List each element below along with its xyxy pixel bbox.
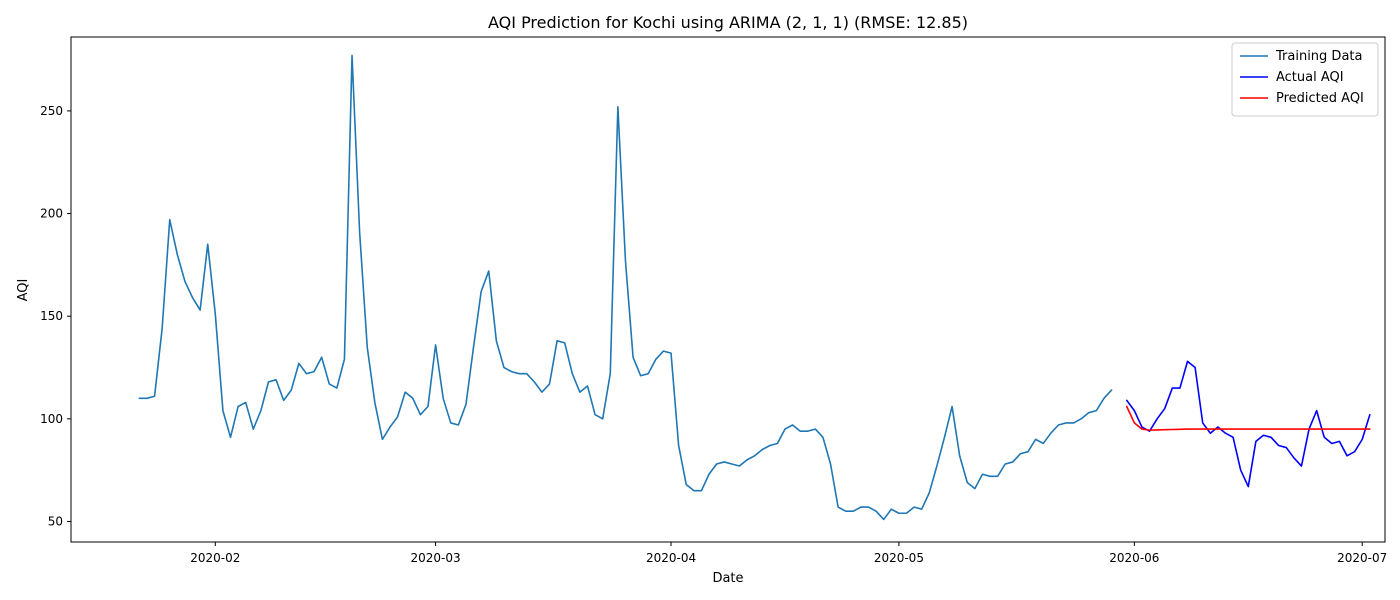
y-axis-label: AQI (16, 279, 31, 302)
plot-lines (138, 54, 1371, 521)
y-tick-label: 100 (40, 412, 63, 426)
y-axis: 50 100 150 200 250 (40, 104, 71, 528)
y-tick-label: 250 (40, 104, 63, 118)
y-tick-label: 150 (40, 309, 63, 323)
x-tick-label: 2020-07 (1337, 551, 1387, 565)
legend-label: Training Data (1275, 49, 1362, 64)
legend-label: Actual AQI (1276, 70, 1344, 85)
x-axis: 2020-02 2020-03 2020-04 2020-05 2020-06 2020-… (190, 542, 1387, 565)
series-line-training-data (138, 54, 1113, 521)
x-axis-label: Date (712, 571, 743, 586)
y-tick-label: 50 (48, 514, 63, 528)
x-tick-label: 2020-04 (646, 551, 696, 565)
x-tick-label: 2020-03 (411, 551, 461, 565)
legend-box (1231, 42, 1379, 117)
y-tick-label: 200 (40, 207, 63, 221)
series-line-actual-aqi (1125, 360, 1371, 488)
x-tick-label: 2020-05 (874, 551, 924, 565)
series-line-predicted-aqi (1125, 405, 1371, 431)
legend: Training Data Actual AQI Predicted AQI (1231, 42, 1379, 117)
x-tick-label: 2020-06 (1109, 551, 1159, 565)
legend-label: Predicted AQI (1276, 91, 1364, 106)
plot-frame (70, 36, 1386, 543)
x-tick-label: 2020-02 (190, 551, 240, 565)
chart-title: AQI Prediction for Kochi using ARIMA (2,… (488, 13, 968, 32)
